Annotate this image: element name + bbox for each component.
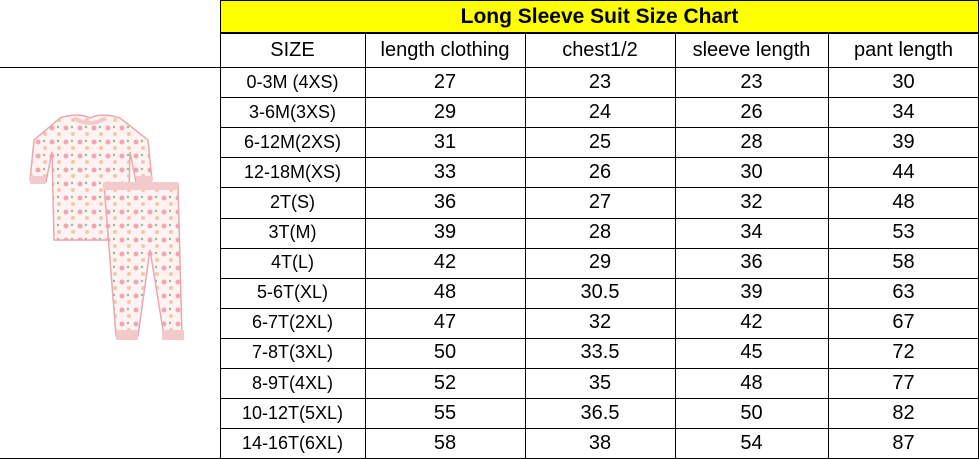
table-cell: 63 (892, 281, 915, 304)
table-cell: 28 (588, 221, 612, 243)
table-cell: 52 (433, 371, 457, 394)
row-divider (220, 127, 979, 128)
column-divider (525, 33, 526, 458)
column-divider (220, 33, 221, 458)
table-cell: 35 (588, 371, 612, 394)
table-cell: 39 (740, 281, 763, 304)
table-cell: 54 (740, 431, 763, 454)
pajama-set-image (29, 114, 184, 340)
chart-title: Long Sleeve Suit Size Chart (220, 0, 979, 33)
size-label: 6-7T(2XL) (251, 312, 334, 333)
column-header: pant length (854, 38, 953, 61)
table-cell: 47 (433, 311, 457, 334)
table-cell: 48 (433, 281, 457, 304)
row-divider (220, 97, 979, 98)
table-cell: 58 (433, 431, 457, 454)
row-divider (220, 248, 979, 249)
size-label: 4T(L) (270, 252, 314, 273)
column-divider (365, 33, 366, 458)
table-cell: 33 (433, 160, 457, 183)
table-cell: 23 (588, 70, 612, 93)
size-label: 8-9T(4XL) (251, 372, 334, 393)
table-cell: 32 (740, 190, 763, 213)
size-label: 14-16T(6XL) (241, 432, 344, 453)
table-cell: 26 (588, 160, 612, 183)
table-cell: 34 (892, 100, 915, 123)
row-divider (220, 157, 979, 158)
table-cell: 82 (892, 401, 915, 424)
table-cell: 87 (892, 431, 915, 454)
table-cell: 58 (892, 251, 915, 274)
row-divider (220, 338, 979, 339)
size-label: 3T(M) (268, 222, 317, 242)
row-divider (220, 278, 979, 279)
table-cell: 28 (740, 130, 763, 153)
table-cell: 50 (433, 341, 457, 364)
size-label: 7-8T(3XL) (251, 342, 334, 363)
size-label: 12-18M(XS) (243, 161, 342, 182)
table-cell: 29 (433, 100, 457, 123)
size-label: 5-6T(XL) (256, 282, 328, 303)
column-header: sleeve length (692, 38, 811, 61)
table-cell: 23 (740, 70, 763, 93)
column-header: length clothing (380, 38, 510, 61)
row-divider (220, 308, 979, 309)
size-label: 2T(S) (270, 191, 315, 212)
row-divider (220, 368, 979, 369)
size-label: 0-3M (4XS) (246, 71, 339, 92)
table-cell: 44 (892, 160, 915, 183)
table-cell: 48 (892, 190, 915, 213)
table-cell: 55 (433, 401, 457, 424)
table-cell: 53 (892, 221, 915, 243)
table-cell: 29 (588, 251, 612, 274)
table-cell: 42 (740, 311, 763, 334)
column-header: chest1/2 (562, 38, 638, 61)
table-cell: 25 (588, 130, 612, 153)
table-cell: 30 (892, 70, 915, 93)
table-cell: 36 (433, 190, 457, 213)
row-divider (220, 428, 979, 429)
table-cell: 27 (433, 70, 457, 93)
table-cell: 24 (588, 100, 612, 123)
table-cell: 26 (740, 100, 763, 123)
table-cell: 36 (740, 251, 763, 274)
row-divider (220, 218, 979, 219)
table-cell: 38 (588, 431, 612, 454)
table-cell: 27 (588, 190, 612, 213)
table-cell: 30.5 (580, 281, 620, 304)
table-cell: 30 (740, 160, 763, 183)
table-cell: 39 (433, 221, 457, 243)
row-divider (220, 33, 979, 34)
row-divider (0, 67, 979, 68)
size-label: 3-6M(3XS) (248, 101, 337, 122)
size-label: 6-12M(2XS) (243, 131, 342, 152)
row-divider (220, 398, 979, 399)
column-divider (675, 33, 676, 458)
row-divider (220, 187, 979, 188)
table-cell: 33.5 (580, 341, 620, 364)
table-cell: 77 (892, 371, 915, 394)
table-cell: 72 (892, 341, 915, 364)
table-cell: 45 (740, 341, 763, 364)
table-cell: 48 (740, 371, 763, 394)
table-cell: 31 (433, 130, 457, 153)
size-label: 10-12T(5XL) (241, 402, 344, 423)
table-cell: 50 (740, 401, 763, 424)
column-header: SIZE (270, 38, 315, 61)
table-cell: 39 (892, 130, 915, 153)
column-divider (828, 33, 829, 458)
table-cell: 36.5 (580, 401, 620, 424)
table-cell: 42 (433, 251, 457, 274)
table-cell: 32 (588, 311, 612, 334)
table-cell: 67 (892, 311, 915, 334)
table-cell: 34 (740, 221, 763, 243)
